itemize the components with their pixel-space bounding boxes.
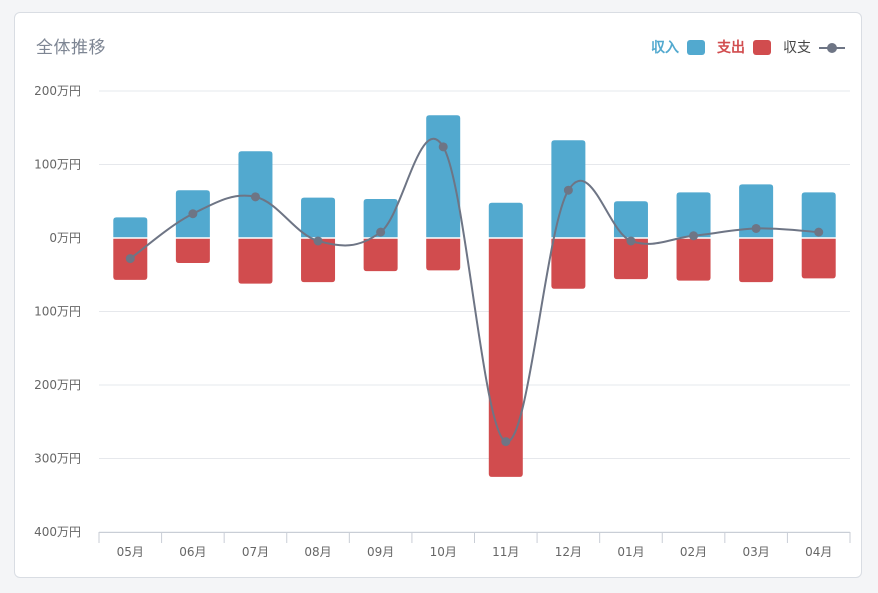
- balance-point: [376, 227, 386, 237]
- balance-point: [814, 227, 824, 237]
- balance-point: [188, 209, 198, 219]
- legend-item-expense[interactable]: 支出: [717, 37, 771, 57]
- balance-point: [501, 437, 511, 447]
- expense-bar: [488, 238, 523, 477]
- balance-point: [751, 223, 761, 233]
- x-tick-label: 03月: [742, 545, 769, 559]
- income-bar: [676, 192, 711, 238]
- income-bar: [113, 217, 148, 238]
- card-title: 全体推移: [36, 38, 106, 58]
- income-bar: [426, 115, 461, 238]
- expense-bar: [301, 238, 336, 283]
- expense-bar: [363, 238, 398, 272]
- y-tick-label: 100万円: [34, 305, 81, 319]
- expense-bar: [238, 238, 273, 284]
- legend-item-balance[interactable]: 収支: [783, 37, 845, 57]
- legend-label-expense: 支出: [717, 40, 745, 56]
- x-tick-label: 10月: [430, 545, 457, 559]
- legend-swatch-balance: [819, 40, 845, 55]
- expense-bar: [551, 238, 586, 289]
- balance-line: [129, 137, 819, 443]
- balance-point: [125, 254, 135, 264]
- y-tick-label: 200万円: [34, 378, 81, 392]
- balance-point: [313, 236, 323, 246]
- y-tick-label: 0万円: [49, 231, 81, 245]
- y-tick-label: 400万円: [34, 525, 81, 539]
- legend-swatch-income: [687, 39, 705, 55]
- x-tick-label: 11月: [492, 545, 519, 559]
- x-tick-label: 04月: [805, 545, 832, 559]
- balance-point: [689, 231, 699, 241]
- x-tick-label: 09月: [367, 545, 394, 559]
- legend-label-balance: 収支: [783, 40, 811, 56]
- balance-point: [250, 192, 260, 202]
- y-tick-label: 200万円: [34, 84, 81, 98]
- expense-bar: [801, 238, 836, 279]
- expense-bar: [739, 238, 774, 283]
- y-tick-label: 100万円: [34, 158, 81, 172]
- legend-item-income[interactable]: 収入: [651, 37, 705, 57]
- legend-label-income: 収入: [651, 40, 679, 56]
- x-tick-label: 01月: [617, 545, 644, 559]
- legend-swatch-expense: [753, 39, 771, 55]
- income-bar: [801, 192, 836, 238]
- balance-point: [626, 236, 636, 246]
- expense-bar: [426, 238, 461, 271]
- balance-point: [563, 185, 573, 195]
- income-bar: [488, 202, 523, 238]
- expense-bar: [175, 238, 210, 263]
- income-bar: [613, 201, 648, 238]
- expense-bar: [676, 238, 711, 281]
- x-tick-label: 12月: [555, 545, 582, 559]
- expense-bar: [613, 238, 648, 280]
- legend: 収入 支出 収支: [639, 37, 845, 57]
- y-tick-label: 300万円: [34, 452, 81, 466]
- balance-point: [438, 142, 448, 152]
- x-tick-label: 08月: [304, 545, 331, 559]
- overall-trend-card: 全体推移 収入 支出 収支: [14, 12, 862, 578]
- x-tick-label: 06月: [179, 545, 206, 559]
- x-tick-label: 05月: [117, 545, 144, 559]
- x-tick-label: 02月: [680, 545, 707, 559]
- x-tick-label: 07月: [242, 545, 269, 559]
- income-bar: [363, 199, 398, 238]
- income-bar: [301, 197, 336, 238]
- income-bar: [739, 184, 774, 238]
